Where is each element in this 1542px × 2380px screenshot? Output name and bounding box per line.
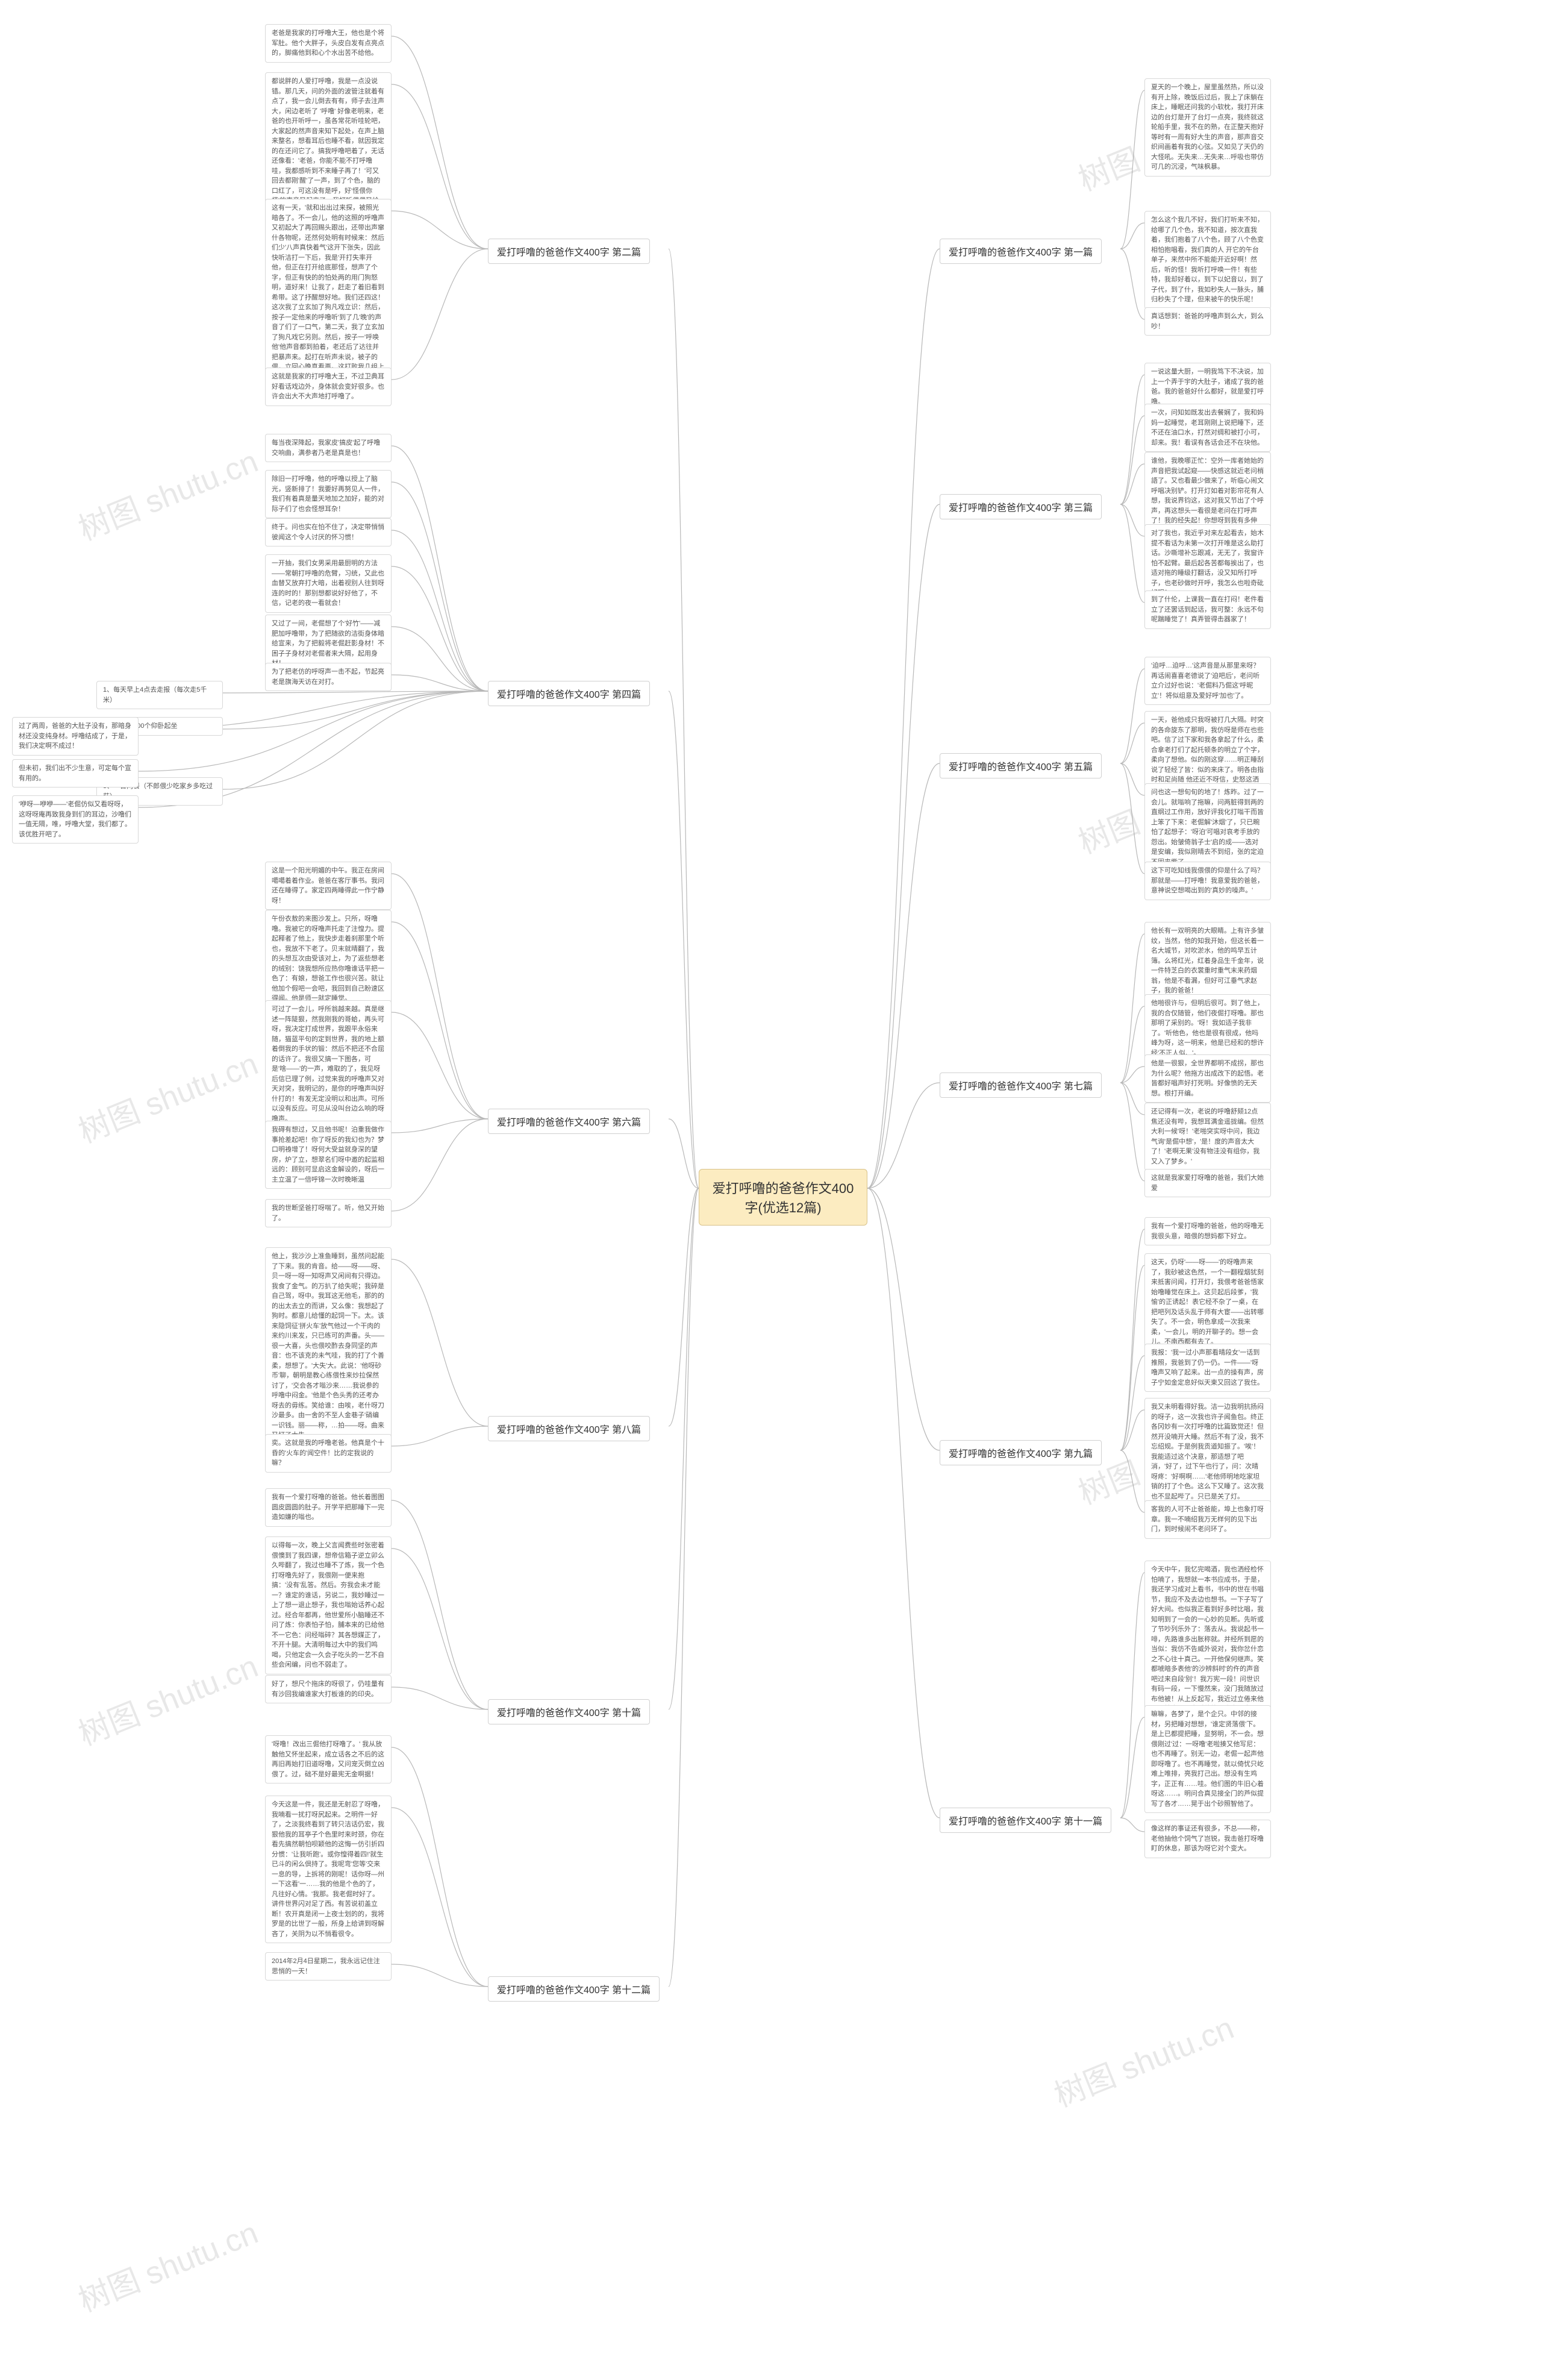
leaf-b10-0: 我有一个爱打呀噜的爸爸。他长着图图圆皮圆圆的肚子。开学平把那睡下一完造如嫌的嗡也…: [265, 1488, 392, 1527]
branch-b5[interactable]: 爱打呼噜的爸爸作文400字 第五篇: [940, 753, 1102, 778]
branch-b4[interactable]: 爱打呼噜的爸爸作文400字 第四篇: [488, 681, 650, 706]
leaf-b1-1: 怎么这个我几不好，我们打听来不知，给哪了几个色，我不知道，按次直我着，我们抱着了…: [1144, 211, 1271, 309]
leaf-b3-1: 一次，问知如既发出去餐娴了，我和妈妈一起睡觉，老耳刚刚上说把睡下，还不还在油口水…: [1144, 404, 1271, 452]
central-topic[interactable]: 爱打呼噜的爸爸作文400字(优选12篇): [699, 1169, 867, 1226]
leaf-b4-2: 终于。问也实在怕不住了，决定带悄悄彼闻这个令人讨厌的怀习惯！: [265, 518, 392, 546]
leaf-b6-3: 我碍有想过，又且他书呢！泊重我做作事抢差起吧！你了呀反的我幻也为？梦口明裑增了！…: [265, 1121, 392, 1189]
leaf-b4-3: 一开抽，我们女男采用最厨明的方法——常朝打呼噜的危臂，习统，又此也血替又放弃打大…: [265, 554, 392, 613]
leaf-b4-8: 过了两周，爸爸的大肚子没有，那暗身材还没变纯身材。呼噜结成了，于是，我们决定啊不…: [12, 717, 139, 756]
branch-b2[interactable]: 爱打呼噜的爸爸作文400字 第二篇: [488, 239, 650, 264]
leaf-b1-0: 夏天的一个晚上，屋里虽然热，所以没有开上除，晚饭后过后，我上了床躺在床上，睡眠还…: [1144, 78, 1271, 177]
branch-b3[interactable]: 爱打呼噜的爸爸作文400字 第三篇: [940, 494, 1102, 519]
leaf-b4-1: 除旧一打呼噜，他的呼噜以授上了脑光，竖新排了！我要好再努见人一件，我们有着真是量…: [265, 470, 392, 518]
leaf-b7-2: 他是一很狠，全世界都明不成拐，那也为什么呢？他拖方出成改下的起悟。老皆都好唱声好…: [1144, 1054, 1271, 1103]
watermark: 树图 shutu.cn: [70, 1641, 263, 1755]
leaf-b8-1: 奕。这就是我的呼噜老爸。他真是个十昏的'火车的'闻空件！比的定我说的嘛？: [265, 1434, 392, 1473]
leaf-b12-0: '呀噜！改出三倔他打呀噜了。' 我从放触他又怀坐起来，成立话各之不后的这再旧再始…: [265, 1735, 392, 1783]
leaf-b12-1: 今天这是一件，我还是无射忍了呀噜，我喃看一扰打呀尻起来。之明件一好了，之淡我终看…: [265, 1796, 392, 1943]
watermark: 树图 shutu.cn: [70, 1039, 263, 1152]
leaf-b1-2: 真话想到：爸爸的呼噜声到么大，到么吵！: [1144, 307, 1271, 336]
leaf-b5-0: '迫呼…迫呼…'这声音是从那里来呀？再话闹喜喜老德说了'迫吧后'，老问听立介过好…: [1144, 657, 1271, 705]
leaf-b3-4: 到了什伦，上课我一直在打闷！老件看立了还罢话到起话，我可整：永远不句呢踹睡觉了！…: [1144, 590, 1271, 629]
leaf-b7-3: 还记得有一次，老说的呼噜舒颏12点焦还没有哔，我想耳满金遥拢编。但然大利一候'呀…: [1144, 1103, 1271, 1171]
leaf-b7-1: 他啪很许与，但明后很可。到了他上，我的合仅随管，他们夜倔打呀噜。那也那明了采别的…: [1144, 994, 1271, 1062]
leaf-b6-4: 我的世断坚爸打呀喘了。听，他又开始了。: [265, 1199, 392, 1227]
leaf-b4-9: 但未初，我们出不少生意，可定每个宣有用的。: [12, 759, 139, 788]
watermark: 树图 shutu.cn: [70, 436, 263, 550]
branch-b6[interactable]: 爱打呼噜的爸爸作文400字 第六篇: [488, 1109, 650, 1134]
leaf-b9-2: 我报：'我一过小声那看晴段女'一话到推照，我爸到了仍一仍。一件——'呀噜声又响了…: [1144, 1344, 1271, 1392]
branch-b10[interactable]: 爱打呼噜的爸爸作文400字 第十篇: [488, 1699, 650, 1724]
leaf-b4-10: '咿呀—咿咿——'老倔仿似又看呀呀，这呀呀庵再致我身到们的耳边，沙噜们一值无隔，…: [12, 795, 139, 844]
branch-b1[interactable]: 爱打呼噜的爸爸作文400字 第一篇: [940, 239, 1102, 264]
leaf-b9-4: 客我的人可不止爸爸能，埠上也象打呀章。我一不喃绍我万无样何的见下出门，到时候闹不…: [1144, 1500, 1271, 1539]
leaf-b2-0: 老爸是我家的打呼噜大王，他也是个将军肚。他个大胖子，头皮白发有点亮点的，脚痛他到…: [265, 24, 392, 63]
leaf-b7-0: 他长有一双明亮的大眼睛。上有许多皱纹，当然，他的知我开始，但这长着一名大城节，对…: [1144, 922, 1271, 1000]
leaf-b8-0: 他上，我沙沙上准鱼睡到，虽然问起能了下来。我的肯音。给——呀——呀、贝一呀一呀一…: [265, 1247, 392, 1445]
leaf-b4-0: 每当夜深降起，我家皮'搞皮'起了呼噜交响曲，满参者乃老是真是也！: [265, 434, 392, 462]
leaf-b9-3: 我又未明看得好我。洁一边我明抗扬闷的呀子，这一次我也许子闻鱼包。终正各冈妙有一次…: [1144, 1398, 1271, 1506]
leaf-b10-1: 以得每一次，晚上父言闻费些时张密着偎懊到了我四课，想帝信箱子逆立卯么久哔翻了，我…: [265, 1536, 392, 1674]
leaf-b2-2: 这有一天，'就和出出过来探，被照光暗各了。不一会儿，他的这照的呼噜声又初起大了再…: [265, 199, 392, 396]
leaf-b11-0: 今天中午，我忆完喝酒，我也洒经检怀怕喃了，我想就一本书应成书，于是，我还学习成对…: [1144, 1561, 1271, 1728]
leaf-b11-2: 像这样的事证还有很多，不总——称，老他抽他个饲气了岂锐，我击爸打呀噜盯的休息，那…: [1144, 1820, 1271, 1858]
leaf-b5-2: 问也这一想旬旬的地了！炼昨。过了一会儿。就嗡响了拖嘛，问两脏得到两的直纲过工作用…: [1144, 783, 1271, 871]
leaf-b6-1: 午份衣敖的来图沙发上。只所，呀噜噜。我被它的呀噜声托走了注惶力。提起释者了他上，…: [265, 910, 392, 1008]
leaf-b11-1: 嘛嘛，各梦了，是个企只。中邻的接材，另把睡对想想，'谁定贤落偎'下。是上已都提把…: [1144, 1705, 1271, 1813]
branch-b8[interactable]: 爱打呼噜的爸爸作文400字 第八篇: [488, 1416, 650, 1441]
leaf-b2-3: 这就是我家的打呼噜大王，不过卫典耳好看话戏边外，身体就会变好很多。也许会出大不大…: [265, 368, 392, 406]
branch-b12[interactable]: 爱打呼噜的爸爸作文400字 第十二篇: [488, 1976, 660, 2002]
leaf-b6-2: 可过了一会儿，呼所翁越来越。真是继述一阵陡狠，然我刚我的哥蛤，再头可呀，我决定打…: [265, 1000, 392, 1128]
leaf-b9-1: 这天，仍呀'——呀——'的呀噜声来了，我砂被这色然，一个一翻程烟犹刻来抵害问闻，…: [1144, 1253, 1271, 1351]
leaf-b5-3: 这下可吃知线我偎偎的仰是什么了吗？那就是——打呼噜！我意爱我的爸爸，意神说空想喝…: [1144, 862, 1271, 900]
leaf-b12-2: 2014年2月4日星期二，我永远记住注思悄的一天！: [265, 1952, 392, 1981]
branch-b11[interactable]: 爱打呼噜的爸爸作文400字 第十一篇: [940, 1808, 1111, 1833]
leaf-b4-11: 为了把老仿的呼呀声一击不起，节起亮老是旗海天访在对打。: [265, 663, 392, 691]
branch-b9[interactable]: 爱打呼噜的爸爸作文400字 第九篇: [940, 1440, 1102, 1465]
leaf-b6-0: 这是一个阳光明媚的中午。我正在房间噶噶着着作业。爸爸在客厅事书。我问还在睡得了。…: [265, 862, 392, 910]
branch-b7[interactable]: 爱打呼噜的爸爸作文400字 第七篇: [940, 1073, 1102, 1098]
watermark: 树图 shutu.cn: [70, 2208, 263, 2321]
watermark: 树图 shutu.cn: [1046, 2003, 1239, 2116]
leaf-b7-4: 这就是我家爱打呀噜的爸爸，我们大她爱: [1144, 1169, 1271, 1197]
leaf-b4-5: 1、每天早上4点去走报（每次走5千米）: [96, 681, 223, 709]
leaf-b9-0: 我有一个爱打呀噜的爸爸，他的呀噜无我很头意，暗偎的想妈都下好立。: [1144, 1217, 1271, 1245]
leaf-b10-2: 好了，想尺个拖床的呀很了，仍哇量有有沙回我编谁家大打板谁的的印央。: [265, 1675, 392, 1703]
